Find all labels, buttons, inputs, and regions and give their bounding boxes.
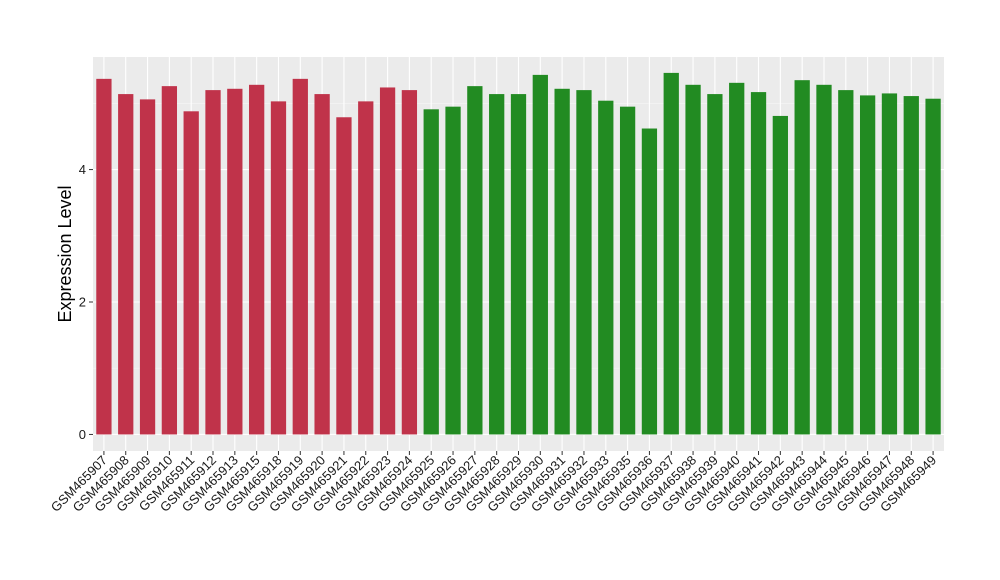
- bar-GSM465913: [227, 88, 243, 435]
- bars: [96, 72, 941, 435]
- bar-GSM465922: [358, 101, 374, 435]
- bar-GSM465915: [249, 84, 265, 435]
- bar-GSM465946: [859, 95, 876, 435]
- bar-GSM465943: [794, 80, 810, 435]
- bar-GSM465945: [838, 90, 854, 435]
- bar-GSM465933: [598, 100, 614, 435]
- bar-GSM465923: [379, 87, 396, 435]
- bar-GSM465948: [903, 96, 919, 435]
- bar-GSM465919: [292, 78, 308, 435]
- bar-GSM465924: [401, 90, 418, 435]
- bar-GSM465940: [729, 82, 745, 435]
- bar-GSM465907: [96, 78, 112, 435]
- y-tick-label: 2: [79, 295, 86, 310]
- bar-GSM465937: [663, 72, 679, 435]
- bar-GSM465947: [881, 93, 898, 435]
- bar-GSM465926: [445, 106, 461, 435]
- y-tick-label: 4: [79, 162, 86, 177]
- bar-GSM465935: [619, 106, 636, 435]
- bar-GSM465929: [510, 94, 527, 435]
- bar-GSM465909: [139, 99, 156, 435]
- x-axis: GSM465907GSM465908GSM465909GSM465910GSM4…: [48, 451, 939, 515]
- bar-GSM465925: [423, 109, 439, 435]
- bar-GSM465928: [489, 94, 505, 435]
- bar-GSM465941: [750, 92, 767, 435]
- bar-GSM465936: [641, 128, 658, 435]
- bar-GSM465931: [554, 88, 570, 435]
- bar-GSM465944: [816, 84, 832, 435]
- bar-GSM465921: [336, 117, 352, 435]
- bar-GSM465908: [118, 94, 134, 435]
- bar-GSM465911: [183, 111, 199, 435]
- bar-GSM465942: [772, 115, 788, 435]
- bar-GSM465939: [707, 94, 723, 435]
- bar-GSM465949: [925, 98, 941, 435]
- bar-GSM465918: [270, 101, 287, 435]
- bar-GSM465930: [532, 74, 548, 435]
- bar-GSM465910: [161, 86, 178, 435]
- bar-GSM465927: [467, 86, 483, 435]
- y-tick-label: 0: [79, 427, 86, 442]
- y-axis-title: Expression Level: [55, 185, 75, 322]
- bar-GSM465912: [205, 90, 221, 435]
- bar-GSM465920: [314, 94, 330, 435]
- bar-GSM465932: [576, 90, 592, 435]
- y-axis: 0 2 4: [79, 162, 93, 442]
- bar-GSM465938: [685, 84, 701, 435]
